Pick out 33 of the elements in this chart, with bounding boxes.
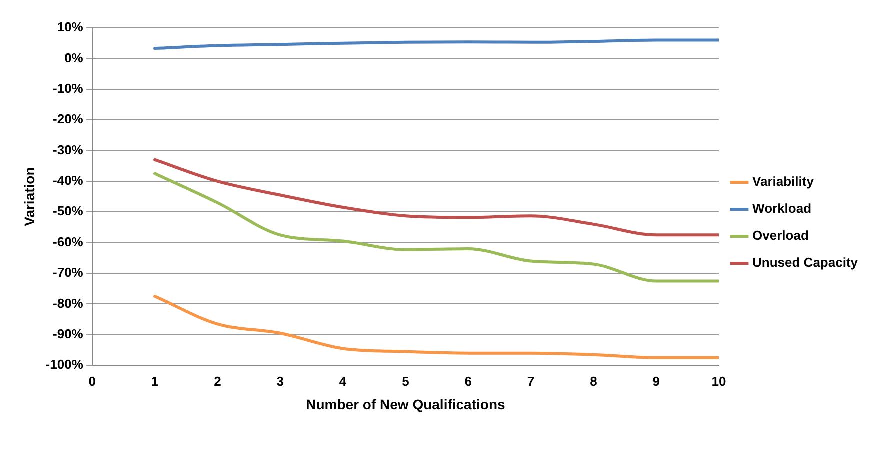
y-tick-label: 0%: [64, 50, 84, 66]
y-tick-label: -80%: [53, 296, 84, 311]
x-tick-label: 6: [464, 374, 472, 389]
line-series: [154, 172, 720, 283]
y-tick-label: -70%: [53, 265, 84, 280]
x-tick-label: 9: [652, 374, 660, 389]
line-series: [154, 158, 720, 237]
y-tick-label: -60%: [53, 234, 84, 250]
y-tick-label: -10%: [53, 80, 84, 96]
y-tick-label: -40%: [53, 173, 84, 188]
y-axis-title: Variation: [21, 167, 38, 226]
y-tick-label: -50%: [53, 204, 84, 219]
x-tick-label: 10: [712, 374, 726, 389]
legend-label: Variability: [752, 174, 815, 190]
legend-label: Unused Capacity: [752, 255, 859, 270]
legend-label: Workload: [752, 201, 812, 216]
y-tick-label: 10%: [57, 20, 84, 35]
x-tick-label: 1: [151, 374, 159, 389]
x-tick-label: 8: [590, 374, 598, 389]
legend-label: Overload: [752, 228, 809, 244]
y-tick-label: -100%: [46, 357, 84, 372]
x-tick-label: 0: [88, 374, 96, 389]
y-tick-label: -20%: [53, 112, 84, 127]
x-tick-label: 3: [276, 374, 284, 389]
line-series: [154, 295, 720, 360]
x-axis-title: Number of New Qualifications: [306, 396, 506, 412]
x-tick-label: 4: [339, 374, 348, 389]
line-series: [154, 38, 720, 50]
x-tick-label: 7: [527, 374, 535, 389]
x-tick-label: 2: [214, 374, 222, 389]
x-tick-label: 5: [402, 374, 410, 389]
y-tick-label: -90%: [53, 326, 84, 342]
y-tick-label: -30%: [53, 142, 84, 158]
